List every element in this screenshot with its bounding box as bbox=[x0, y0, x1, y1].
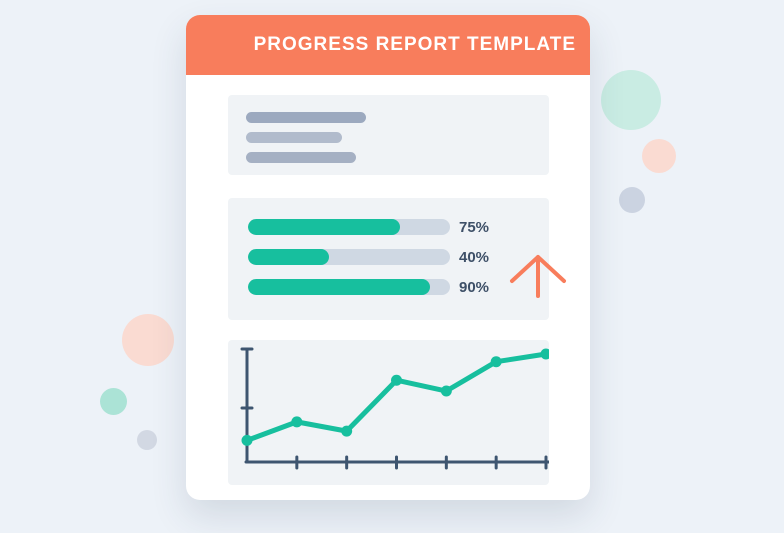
chart-panel bbox=[228, 340, 549, 485]
progress-fill bbox=[248, 249, 329, 265]
decor-circle-gray-small-1 bbox=[619, 187, 645, 213]
card-body: 75% 40% 90% bbox=[186, 75, 590, 485]
progress-label: 90% bbox=[459, 278, 490, 296]
decor-circle-salmon-large bbox=[122, 314, 174, 366]
placeholder-line-1 bbox=[246, 112, 366, 123]
progress-fill bbox=[248, 279, 430, 295]
placeholder-line-3 bbox=[246, 152, 356, 163]
progress-track bbox=[248, 219, 450, 235]
progress-fill bbox=[248, 219, 400, 235]
progress-track bbox=[248, 249, 450, 265]
placeholder-line-2 bbox=[246, 132, 342, 143]
line-chart bbox=[240, 347, 549, 470]
progress-panel: 75% 40% 90% bbox=[228, 198, 549, 320]
progress-label: 75% bbox=[459, 218, 490, 236]
decor-circle-gray-small-2 bbox=[137, 430, 157, 450]
progress-row: 40% bbox=[248, 248, 529, 266]
progress-label: 40% bbox=[459, 248, 490, 266]
decor-circle-teal-small bbox=[100, 388, 127, 415]
card-header: PROGRESS REPORT TEMPLATE bbox=[186, 15, 590, 75]
progress-row: 90% bbox=[248, 278, 529, 296]
progress-row: 75% bbox=[248, 218, 529, 236]
progress-track bbox=[248, 279, 450, 295]
arrow-up-icon bbox=[510, 255, 566, 298]
decor-circle-salmon-small bbox=[642, 139, 676, 173]
text-placeholder-panel bbox=[228, 95, 549, 175]
decor-circle-teal-large bbox=[601, 70, 661, 130]
page-title: PROGRESS REPORT TEMPLATE bbox=[253, 34, 576, 55]
report-card: PROGRESS REPORT TEMPLATE 75% bbox=[186, 15, 590, 500]
